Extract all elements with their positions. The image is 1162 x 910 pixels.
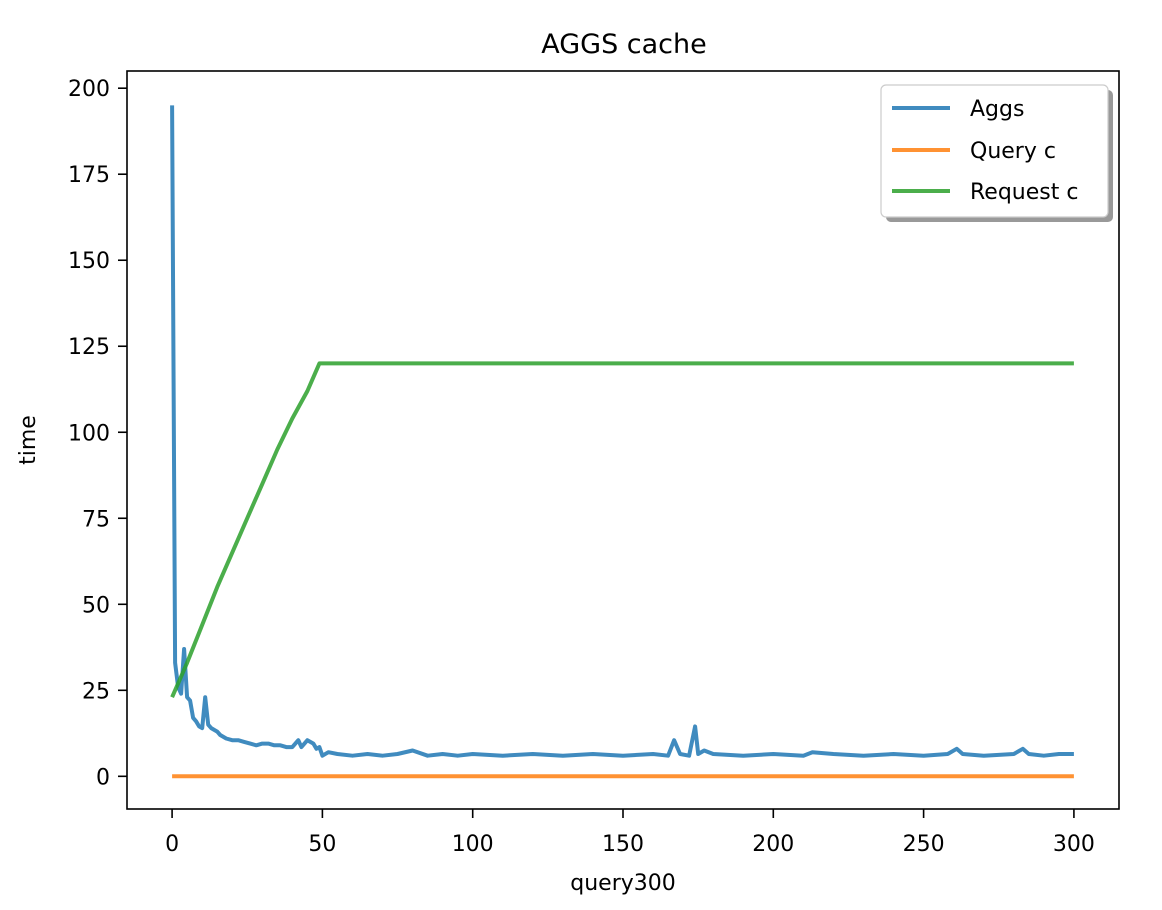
x-tick-label: 0 [165,832,179,857]
x-axis: 0 50 100 150 200 250 300 [165,809,1095,857]
plot-lines [170,105,1074,779]
y-axis-label: time [16,415,41,465]
y-tick-label: 0 [96,765,110,790]
y-axis: 0 25 50 75 100 125 150 175 200 [68,77,127,790]
y-tick-label: 50 [82,593,110,618]
legend: Aggs Query c Request c [880,84,1113,222]
y-tick-label: 100 [68,421,110,446]
x-tick-label: 300 [1053,832,1095,857]
y-tick-label: 150 [68,249,110,274]
series-line-aggs [170,105,1074,758]
y-tick-label: 175 [68,163,110,188]
legend-label-aggs: Aggs [970,97,1024,122]
x-tick-label: 100 [452,832,494,857]
legend-label-request: Request c [970,180,1078,205]
x-tick-label: 50 [308,832,336,857]
x-axis-label: query300 [570,871,676,896]
y-tick-label: 75 [82,507,110,532]
x-tick-label: 250 [903,832,945,857]
y-tick-label: 125 [68,335,110,360]
series-line-request-c [170,361,1074,698]
y-tick-label: 25 [82,679,110,704]
legend-label-query: Query c [970,139,1056,164]
x-tick-label: 150 [602,832,644,857]
legend-box [880,84,1109,218]
x-tick-label: 200 [752,832,794,857]
y-tick-label: 200 [68,77,110,102]
chart-title: AGGS cache [541,29,707,60]
